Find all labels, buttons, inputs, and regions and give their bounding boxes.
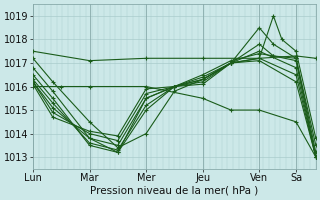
X-axis label: Pression niveau de la mer( hPa ): Pression niveau de la mer( hPa )	[90, 186, 259, 196]
